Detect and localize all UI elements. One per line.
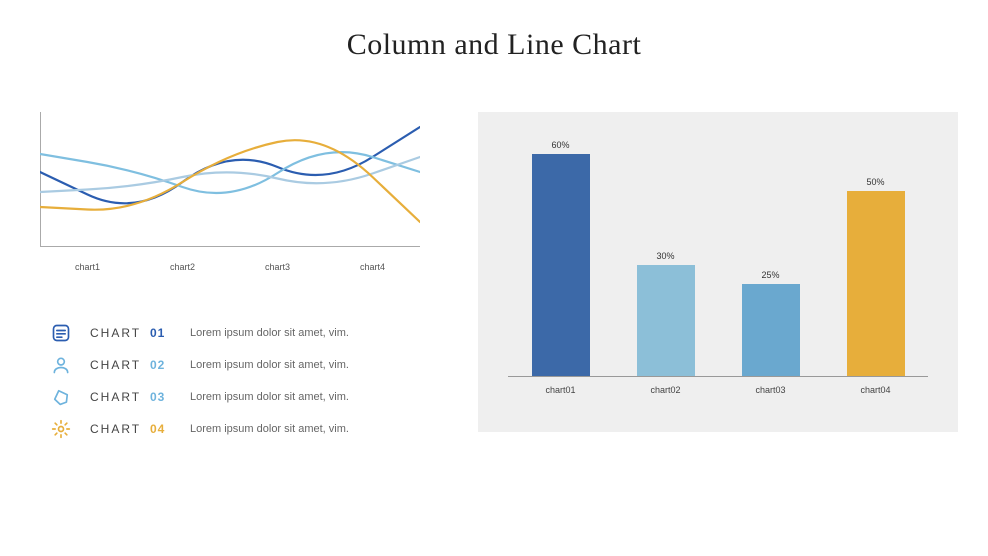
legend-description: Lorem ipsum dolor sit amet, vim. <box>190 327 349 339</box>
bar-value-label: 50% <box>866 177 884 187</box>
line-chart-category-label: chart4 <box>325 262 420 272</box>
bar <box>637 265 695 376</box>
legend: CHART01Lorem ipsum dolor sit amet, vim.C… <box>50 317 448 445</box>
bar <box>847 191 905 376</box>
legend-row: CHART04 Lorem ipsum dolor sit amet, vim. <box>50 413 448 445</box>
bar-value-label: 25% <box>761 270 779 280</box>
right-column: 60%30%25%50% chart01chart02chart03chart0… <box>478 112 958 445</box>
legend-row: CHART02 Lorem ipsum dolor sit amet, vim. <box>50 349 448 381</box>
legend-label: CHART <box>90 390 150 404</box>
legend-label: CHART <box>90 326 150 340</box>
content-area: chart1chart2chart3chart4 CHART01Lorem ip… <box>0 62 988 445</box>
legend-number: 03 <box>150 390 180 404</box>
bar-value-label: 60% <box>551 140 569 150</box>
line-series <box>40 140 420 222</box>
gear-icon <box>50 418 72 440</box>
legend-description: Lorem ipsum dolor sit amet, vim. <box>190 423 349 435</box>
bar-slot: 25% <box>736 270 806 376</box>
line-chart-category-label: chart2 <box>135 262 230 272</box>
bar <box>532 154 590 376</box>
bar-category-label: chart02 <box>631 385 701 395</box>
legend-number: 02 <box>150 358 180 372</box>
list-icon <box>50 322 72 344</box>
legend-description: Lorem ipsum dolor sit amet, vim. <box>190 391 349 403</box>
legend-description: Lorem ipsum dolor sit amet, vim. <box>190 359 349 371</box>
user-icon <box>50 354 72 376</box>
legend-label: CHART <box>90 358 150 372</box>
bar-slot: 60% <box>526 140 596 376</box>
bar-value-label: 30% <box>656 251 674 261</box>
legend-row: CHART01 Lorem ipsum dolor sit amet, vim. <box>50 317 448 349</box>
bar-chart-area: 60% 30% 25% 50% <box>508 137 928 377</box>
bar-category-label: chart03 <box>736 385 806 395</box>
bar <box>742 284 800 376</box>
line-chart-svg <box>40 112 420 247</box>
bar-category-label: chart04 <box>841 385 911 395</box>
legend-number: 04 <box>150 422 180 436</box>
legend-row: CHART03 Lorem ipsum dolor sit amet, vim. <box>50 381 448 413</box>
legend-label: CHART <box>90 422 150 436</box>
line-chart: chart1chart2chart3chart4 <box>40 112 420 272</box>
bar-chart: 60%30%25%50% chart01chart02chart03chart0… <box>478 112 958 432</box>
line-chart-category-label: chart1 <box>40 262 135 272</box>
left-column: chart1chart2chart3chart4 CHART01Lorem ip… <box>30 112 448 445</box>
tag-icon <box>50 386 72 408</box>
bar-slot: 30% <box>631 251 701 376</box>
line-chart-labels: chart1chart2chart3chart4 <box>40 262 420 272</box>
page-title: Column and Line Chart <box>0 0 988 62</box>
bar-chart-labels: chart01 chart02 chart03 chart04 <box>508 385 928 395</box>
bar-category-label: chart01 <box>526 385 596 395</box>
line-chart-category-label: chart3 <box>230 262 325 272</box>
legend-number: 01 <box>150 326 180 340</box>
bar-slot: 50% <box>841 177 911 376</box>
